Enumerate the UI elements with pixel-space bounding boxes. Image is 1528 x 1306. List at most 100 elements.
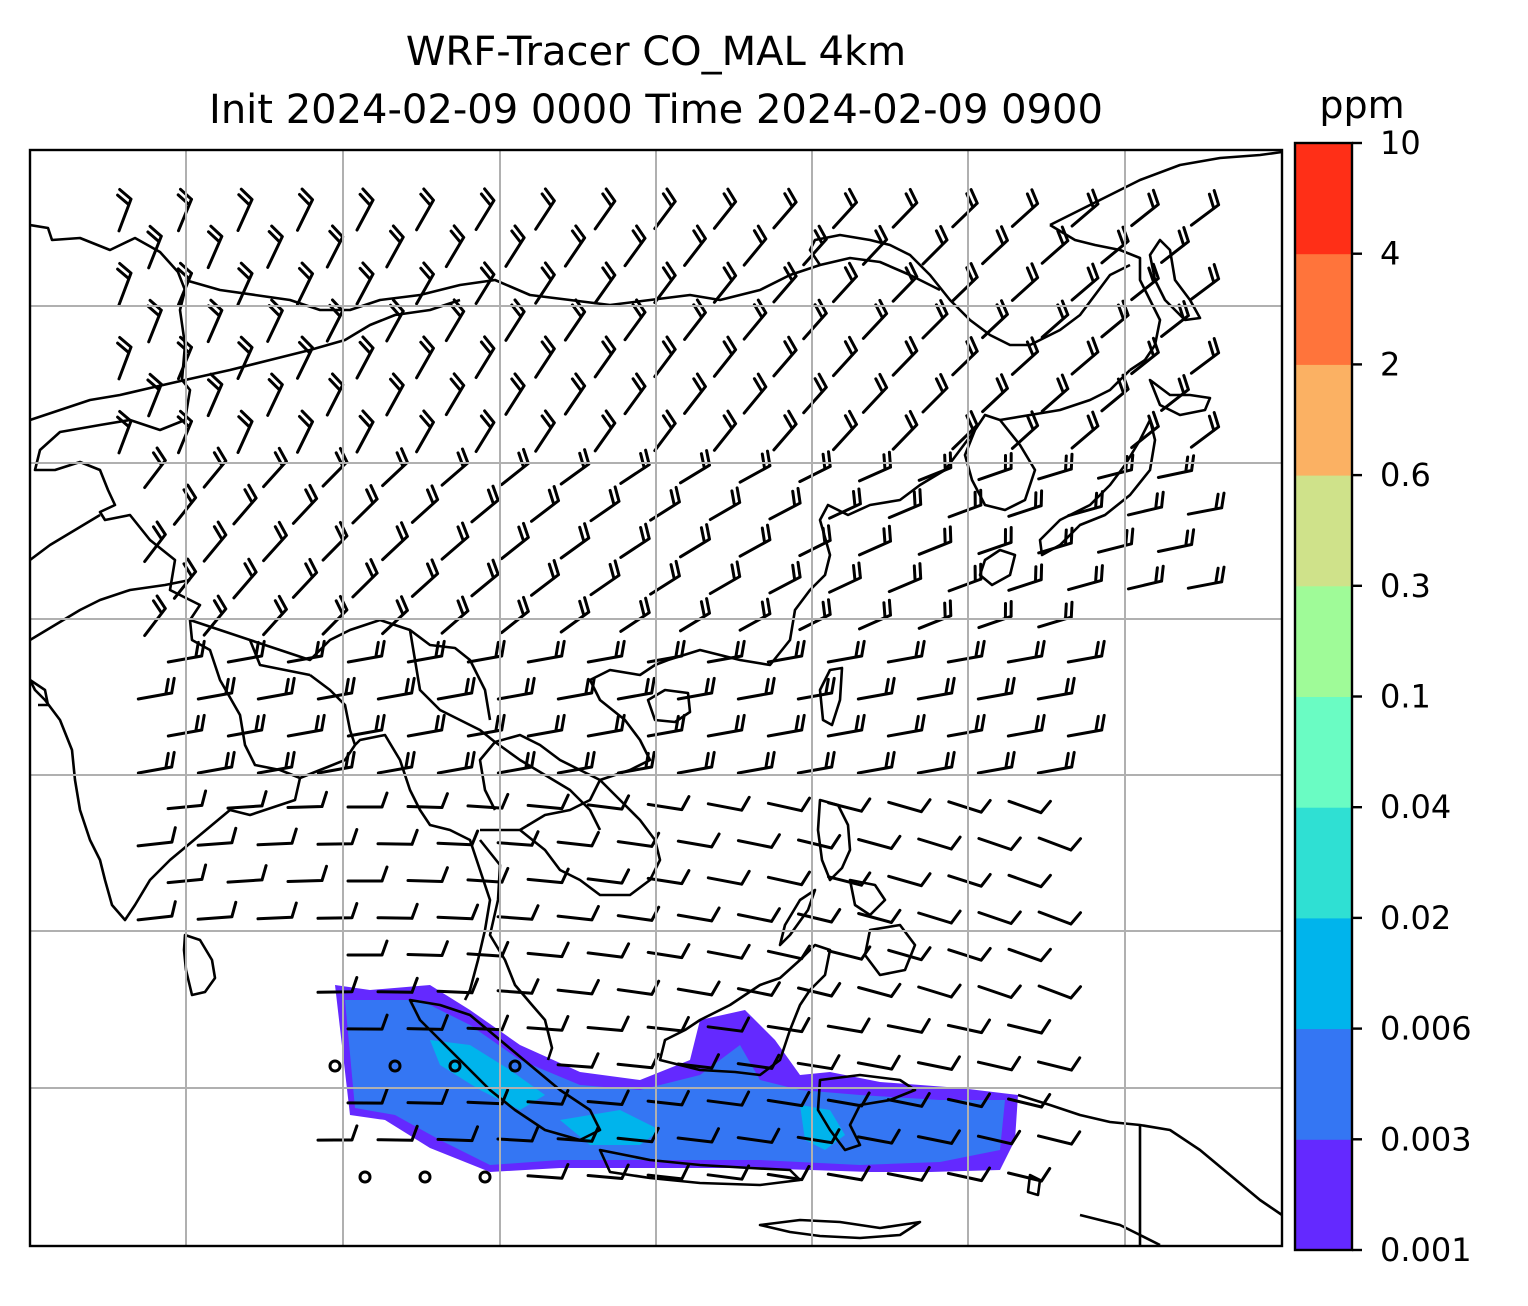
wind-barb bbox=[1186, 565, 1226, 590]
wind-barb bbox=[826, 713, 866, 738]
border-china-north bbox=[808, 233, 1131, 347]
wind-barb bbox=[676, 1053, 720, 1070]
wind-barb bbox=[646, 639, 686, 664]
wind-barb bbox=[653, 335, 677, 379]
colorbar-segment bbox=[1295, 364, 1352, 476]
wind-barb bbox=[526, 713, 566, 738]
wind-barb bbox=[796, 676, 836, 701]
border-pakistan bbox=[30, 578, 191, 642]
wind-barb bbox=[828, 561, 862, 594]
wind-barb bbox=[1156, 528, 1196, 553]
wind-barb bbox=[798, 598, 832, 632]
wind-barb bbox=[196, 900, 238, 921]
coast-sulawesi bbox=[816, 1073, 917, 1152]
wind-barb bbox=[976, 1129, 1022, 1146]
wind-barb bbox=[226, 790, 268, 810]
wind-barb bbox=[526, 1089, 570, 1106]
wind-barb bbox=[586, 1015, 630, 1032]
wind-barb bbox=[832, 187, 858, 230]
wind-barb-calm bbox=[328, 1059, 342, 1073]
wind-barb bbox=[406, 792, 449, 809]
wind-barb bbox=[736, 981, 781, 997]
colorbar-unit: ppm bbox=[1319, 83, 1404, 127]
wind-barb bbox=[410, 484, 440, 524]
wind-barb bbox=[646, 1164, 690, 1181]
wind-barb bbox=[296, 261, 314, 306]
wind-barb bbox=[262, 594, 288, 637]
wind-barb bbox=[858, 524, 892, 557]
wind-barb bbox=[136, 826, 177, 848]
colorbar-segment bbox=[1295, 475, 1352, 587]
wind-barb bbox=[466, 639, 506, 664]
wind-barb bbox=[346, 639, 386, 664]
wind-barb bbox=[917, 599, 953, 630]
wind-barb bbox=[772, 187, 798, 230]
border-arabian-gulf bbox=[30, 678, 50, 707]
wind-barb bbox=[286, 864, 328, 883]
wind-barb bbox=[556, 750, 596, 775]
wind-barb bbox=[857, 834, 902, 850]
wind-barb bbox=[886, 1092, 931, 1108]
wind-barb bbox=[736, 1053, 781, 1070]
wind-barb bbox=[116, 188, 133, 233]
wind-barb bbox=[256, 827, 298, 847]
wind-barb bbox=[827, 797, 872, 813]
wind-barb bbox=[474, 335, 496, 379]
wind-barb bbox=[1037, 910, 1082, 926]
colorbar-tick-label: 4 bbox=[1380, 235, 1400, 273]
wind-barb bbox=[116, 410, 133, 455]
wind-barb bbox=[947, 873, 992, 888]
coast-luzon bbox=[816, 798, 852, 882]
colorbar: 0.001 0.003 0.006 0.02 0.04 0.1 0.3 0.6 2 4 10 ppm bbox=[1293, 83, 1472, 1269]
wind-barb bbox=[736, 750, 776, 775]
wind-barb bbox=[802, 372, 828, 415]
coast-vietnam bbox=[588, 429, 977, 782]
wind-barb bbox=[346, 791, 389, 809]
wind-barb bbox=[1067, 564, 1104, 592]
wind-barb bbox=[706, 1016, 751, 1033]
wind-barb bbox=[826, 1091, 871, 1108]
wind-barb bbox=[355, 261, 375, 306]
wind-barb bbox=[916, 750, 956, 775]
coast-visayas bbox=[848, 878, 887, 917]
wind-barb bbox=[593, 261, 617, 305]
wind-barb bbox=[256, 676, 296, 701]
wind-barb bbox=[325, 372, 345, 417]
wind-barb bbox=[346, 939, 389, 957]
wind-barb bbox=[534, 261, 556, 305]
map-title: WRF-Tracer CO_MAL 4km bbox=[405, 29, 907, 75]
wind-barb bbox=[316, 902, 359, 920]
wind-barb bbox=[355, 409, 375, 454]
wind-barb bbox=[593, 409, 617, 453]
wind-barb bbox=[444, 372, 466, 417]
wind-barb bbox=[534, 409, 556, 453]
colorbar-frame bbox=[1293, 141, 1354, 1252]
coast-taiwan bbox=[818, 666, 844, 727]
wind-barb bbox=[116, 336, 133, 381]
wind-barb bbox=[742, 224, 768, 267]
border-nepal bbox=[248, 639, 311, 677]
wind-barb bbox=[406, 713, 446, 738]
wind-barb bbox=[202, 520, 228, 563]
coast-myanmar bbox=[299, 733, 492, 1001]
colorbar-segment bbox=[1295, 696, 1352, 808]
wind-barb bbox=[858, 598, 892, 631]
wind-barb bbox=[1066, 713, 1106, 738]
wind-barb bbox=[376, 1124, 419, 1142]
wind-barb bbox=[947, 799, 992, 814]
wind-barb bbox=[444, 224, 466, 269]
wind-barb bbox=[143, 594, 167, 637]
wind-barb bbox=[796, 750, 836, 775]
wind-barb bbox=[196, 676, 236, 701]
wind-barb bbox=[376, 676, 416, 701]
wind-barb bbox=[832, 261, 858, 304]
wind-barb bbox=[861, 372, 889, 414]
wind-barb bbox=[496, 676, 536, 701]
wind-barb bbox=[406, 1014, 449, 1031]
coast-russia bbox=[1049, 150, 1282, 227]
wind-barb bbox=[351, 484, 379, 525]
wind-barb bbox=[586, 794, 631, 811]
wind-barb bbox=[766, 713, 806, 738]
wind-barb bbox=[766, 1017, 811, 1034]
wind-barb bbox=[766, 1165, 811, 1182]
